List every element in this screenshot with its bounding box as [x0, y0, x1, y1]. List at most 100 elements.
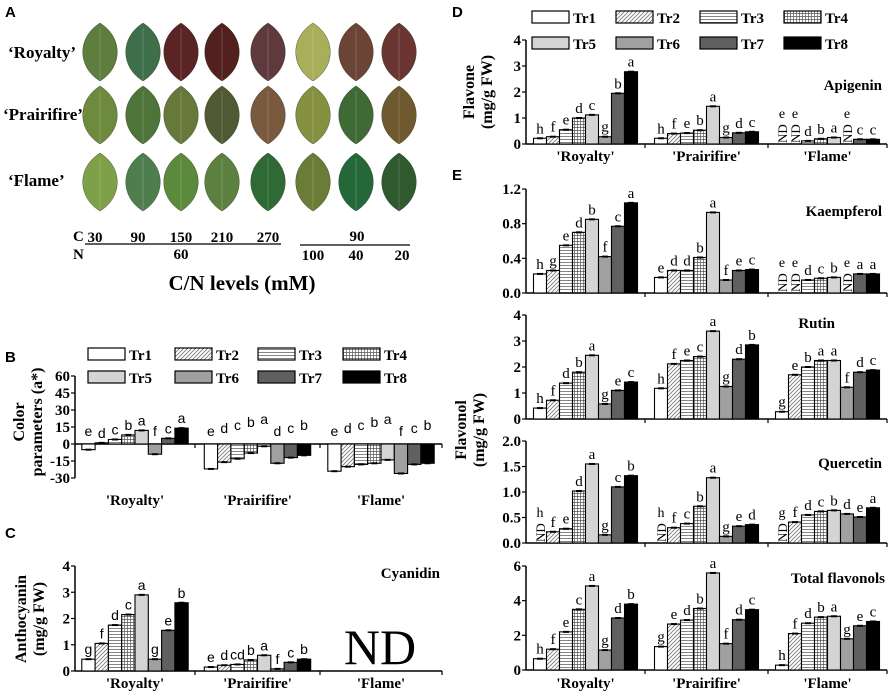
bar-tr5: [584, 114, 600, 145]
nd-label: ND: [788, 124, 803, 143]
bar-tr8: [623, 475, 639, 544]
bar-tr2: [666, 527, 682, 544]
nd-label: ND: [654, 523, 669, 542]
y-tick-label: 6: [514, 559, 522, 575]
leaf-image: [295, 85, 331, 145]
bar-tr4: [571, 490, 587, 544]
bar-tr7: [731, 525, 747, 544]
cyanidin-flame-nd: ND: [344, 619, 416, 675]
significance-letter: g: [601, 120, 609, 136]
leaf-image: [82, 152, 118, 212]
bar-tr4: [813, 277, 829, 294]
y-tick-label: 4: [63, 559, 71, 575]
significance-letter: e: [615, 373, 622, 389]
bar-tr1: [653, 646, 669, 671]
bar-tr6: [597, 534, 613, 544]
significance-letter: c: [870, 353, 877, 369]
significance-letter: f: [672, 511, 677, 527]
bar-tr5: [705, 572, 721, 671]
bar-tr2: [787, 374, 803, 420]
quercetin-title: Quercetin: [818, 456, 883, 472]
y-tick-label: 60: [55, 369, 70, 385]
bar-tr7: [731, 269, 747, 294]
significance-letter: a: [831, 121, 838, 137]
bar-tr4: [367, 443, 382, 464]
significance-letter: c: [615, 209, 622, 225]
significance-letter: f: [551, 632, 556, 648]
significance-letter: a: [870, 491, 877, 507]
bar-tr8: [744, 131, 760, 145]
bar-tr6: [147, 658, 163, 672]
n-value-right: 40: [349, 248, 364, 264]
significance-letter: a: [857, 257, 864, 273]
nd-label: ND: [840, 273, 855, 292]
bar-tr3: [800, 514, 816, 544]
significance-letter: b: [124, 417, 132, 433]
bar-tr2: [666, 623, 682, 671]
bar-tr5: [134, 594, 149, 672]
significance-letter: b: [300, 641, 308, 657]
c-value: 90: [131, 230, 146, 246]
significance-letter: h: [536, 121, 544, 137]
significance-letter: a: [138, 577, 146, 593]
significance-letter: g: [601, 633, 609, 649]
d-legend-swatch: [531, 36, 570, 50]
significance-letter: a: [178, 410, 186, 426]
bar-tr8: [623, 381, 639, 420]
bar-tr8: [744, 524, 760, 544]
d-legend-swatch: [783, 36, 822, 50]
significance-letter: g: [722, 121, 730, 137]
n-value-right: 100: [302, 248, 325, 264]
significance-letter: c: [576, 592, 583, 608]
bar-tr5: [380, 443, 395, 461]
bar-tr4: [692, 356, 708, 420]
significance-letter: e: [792, 256, 798, 271]
significance-letter: c: [870, 122, 877, 138]
significance-letter: d: [575, 474, 583, 490]
significance-letter: b: [627, 587, 635, 603]
bar-tr5: [584, 354, 600, 420]
bar-tr4: [243, 659, 259, 672]
significance-letter: g: [722, 370, 730, 386]
significance-letter: b: [178, 585, 186, 601]
b-legend-label: Tr3: [299, 348, 322, 364]
significance-letter: a: [710, 195, 717, 211]
significance-letter: g: [657, 630, 665, 646]
significance-letter: h: [537, 506, 544, 521]
bar-tr6: [718, 643, 734, 671]
significance-letter: b: [817, 600, 825, 616]
significance-letter: d: [683, 603, 691, 619]
bar-tr8: [744, 609, 760, 671]
significance-letter: e: [736, 509, 743, 525]
leaf-image: [163, 152, 199, 212]
significance-letter: c: [697, 340, 704, 356]
significance-letter: d: [735, 342, 743, 358]
nd-label: ND: [775, 273, 790, 292]
significance-letter: c: [165, 420, 172, 436]
y-tick-label: 1: [514, 386, 522, 402]
variety-label-flame: ‘Flame’: [8, 171, 65, 190]
y-tick-label: 30: [55, 403, 70, 419]
y-tick-label: 15: [55, 420, 70, 436]
bar-tr4: [121, 434, 136, 445]
y-tick-label: 4: [514, 33, 522, 49]
significance-letter: g: [779, 506, 786, 521]
significance-letter: b: [696, 591, 704, 607]
y-tick-label: 0.0: [502, 286, 521, 302]
nd-label: ND: [775, 523, 790, 542]
bar-tr2: [545, 648, 561, 671]
significance-letter: b: [247, 642, 255, 658]
d-legend-swatch: [531, 10, 570, 24]
d-legend-label: Tr4: [825, 11, 849, 27]
significance-letter: h: [536, 391, 544, 407]
total-flavonols-title: Total flavonols: [791, 571, 885, 587]
bar-tr7: [283, 661, 298, 672]
group-label: 'Prairifire': [672, 149, 741, 165]
leaf-image: [204, 22, 240, 82]
bar-tr3: [558, 244, 574, 294]
bar-tr2: [340, 443, 355, 468]
significance-letter: b: [696, 113, 704, 129]
significance-letter: h: [657, 121, 665, 137]
bar-tr2: [545, 269, 561, 294]
